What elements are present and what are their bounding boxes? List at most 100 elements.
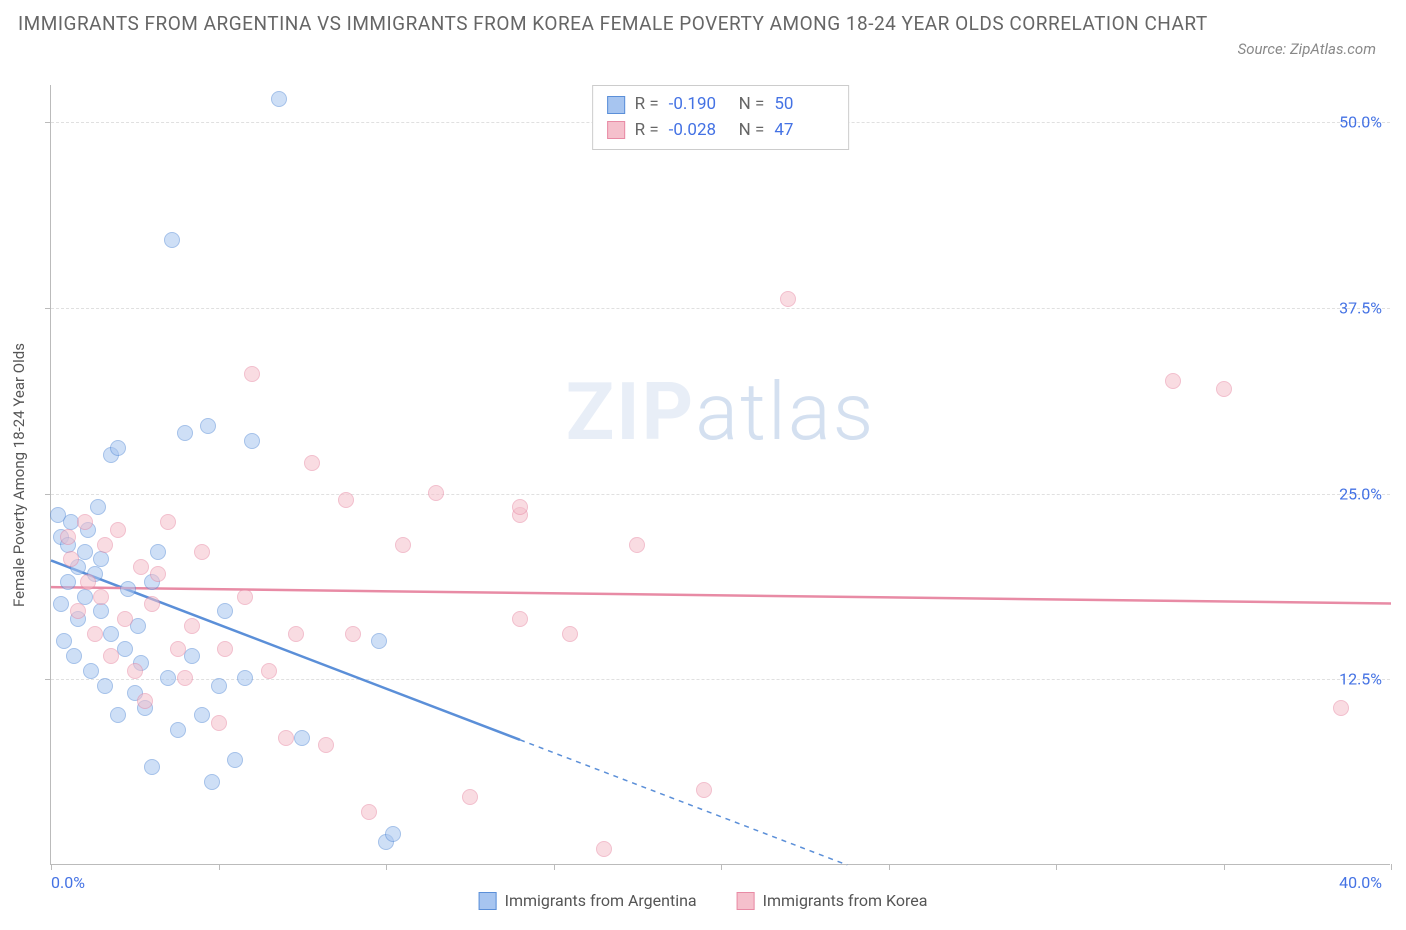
scatter-point-argentina [53,596,69,612]
scatter-point-korea [103,648,119,664]
scatter-point-argentina [371,633,387,649]
swatch-argentina [479,892,497,910]
stats-legend: R = -0.190 N = 50 R = -0.028 N = 47 [592,85,850,150]
source-label: Source: ZipAtlas.com [1238,40,1376,58]
scatter-point-argentina [204,774,220,790]
scatter-point-korea [93,589,109,605]
r-label: R = [635,118,659,144]
scatter-point-korea [428,485,444,501]
scatter-point-korea [338,492,354,508]
swatch-korea [607,121,625,139]
scatter-point-korea [133,559,149,575]
scatter-point-argentina [110,440,126,456]
scatter-point-korea [1333,700,1349,716]
x-axis-min-label: 0.0% [51,873,85,892]
scatter-point-korea [160,514,176,530]
scatter-point-korea [1216,381,1232,397]
bottom-legend: Immigrants from Argentina Immigrants fro… [479,891,928,910]
scatter-point-korea [137,693,153,709]
scatter-point-korea [512,499,528,515]
x-tick-mark [1391,864,1392,870]
scatter-point-korea [87,626,103,642]
trend-line-argentina-dashed [520,740,847,865]
x-tick-mark [721,864,722,870]
scatter-point-korea [318,737,334,753]
scatter-point-korea [97,537,113,553]
scatter-point-argentina [227,752,243,768]
legend-item-korea: Immigrants from Korea [737,891,928,910]
scatter-point-korea [211,715,227,731]
x-tick-mark [1056,864,1057,870]
r-value-argentina: -0.190 [669,92,729,118]
scatter-point-korea [596,841,612,857]
scatter-point-argentina [103,626,119,642]
scatter-point-korea [288,626,304,642]
n-label: N = [739,118,765,144]
r-label: R = [635,92,659,118]
swatch-korea [737,892,755,910]
scatter-point-argentina [110,707,126,723]
scatter-point-korea [562,626,578,642]
chart-plot-area: ZIPatlas Female Poverty Among 18-24 Year… [50,85,1390,865]
scatter-point-argentina [83,663,99,679]
scatter-point-argentina [211,678,227,694]
scatter-point-korea [261,663,277,679]
scatter-point-korea [237,589,253,605]
scatter-point-argentina [170,722,186,738]
scatter-point-korea [361,804,377,820]
scatter-point-korea [345,626,361,642]
scatter-point-korea [60,529,76,545]
scatter-point-korea [278,730,294,746]
scatter-point-korea [170,641,186,657]
scatter-point-argentina [77,589,93,605]
scatter-point-argentina [93,551,109,567]
scatter-point-korea [184,618,200,634]
scatter-point-korea [696,782,712,798]
x-tick-mark [554,864,555,870]
scatter-point-argentina [130,618,146,634]
trend-lines-layer [51,85,1390,864]
scatter-point-argentina [244,433,260,449]
scatter-point-argentina [120,581,136,597]
scatter-point-argentina [66,648,82,664]
legend-label-argentina: Immigrants from Argentina [505,891,697,910]
scatter-point-argentina [93,603,109,619]
scatter-point-argentina [160,670,176,686]
scatter-point-argentina [385,826,401,842]
scatter-point-korea [462,789,478,805]
scatter-point-argentina [200,418,216,434]
scatter-point-korea [70,603,86,619]
scatter-point-argentina [164,232,180,248]
scatter-point-argentina [217,603,233,619]
scatter-point-korea [217,641,233,657]
stats-row-argentina: R = -0.190 N = 50 [607,92,835,118]
scatter-point-argentina [294,730,310,746]
chart-title: IMMIGRANTS FROM ARGENTINA VS IMMIGRANTS … [18,8,1226,40]
legend-label-korea: Immigrants from Korea [763,891,928,910]
r-value-korea: -0.028 [669,118,729,144]
scatter-point-argentina [97,678,113,694]
scatter-point-korea [780,291,796,307]
scatter-point-korea [395,537,411,553]
scatter-point-korea [63,551,79,567]
scatter-point-korea [150,566,166,582]
x-axis-max-label: 40.0% [1339,873,1382,892]
scatter-point-argentina [194,707,210,723]
n-value-korea: 47 [774,118,834,144]
scatter-point-argentina [177,425,193,441]
x-tick-mark [51,864,52,870]
scatter-point-korea [629,537,645,553]
x-tick-mark [219,864,220,870]
scatter-point-argentina [144,759,160,775]
stats-row-korea: R = -0.028 N = 47 [607,118,835,144]
scatter-point-korea [77,514,93,530]
legend-item-argentina: Immigrants from Argentina [479,891,697,910]
x-tick-mark [386,864,387,870]
scatter-point-argentina [56,633,72,649]
n-value-argentina: 50 [774,92,834,118]
x-tick-mark [889,864,890,870]
swatch-argentina [607,96,625,114]
scatter-point-korea [117,611,133,627]
scatter-point-korea [177,670,193,686]
scatter-point-korea [512,611,528,627]
